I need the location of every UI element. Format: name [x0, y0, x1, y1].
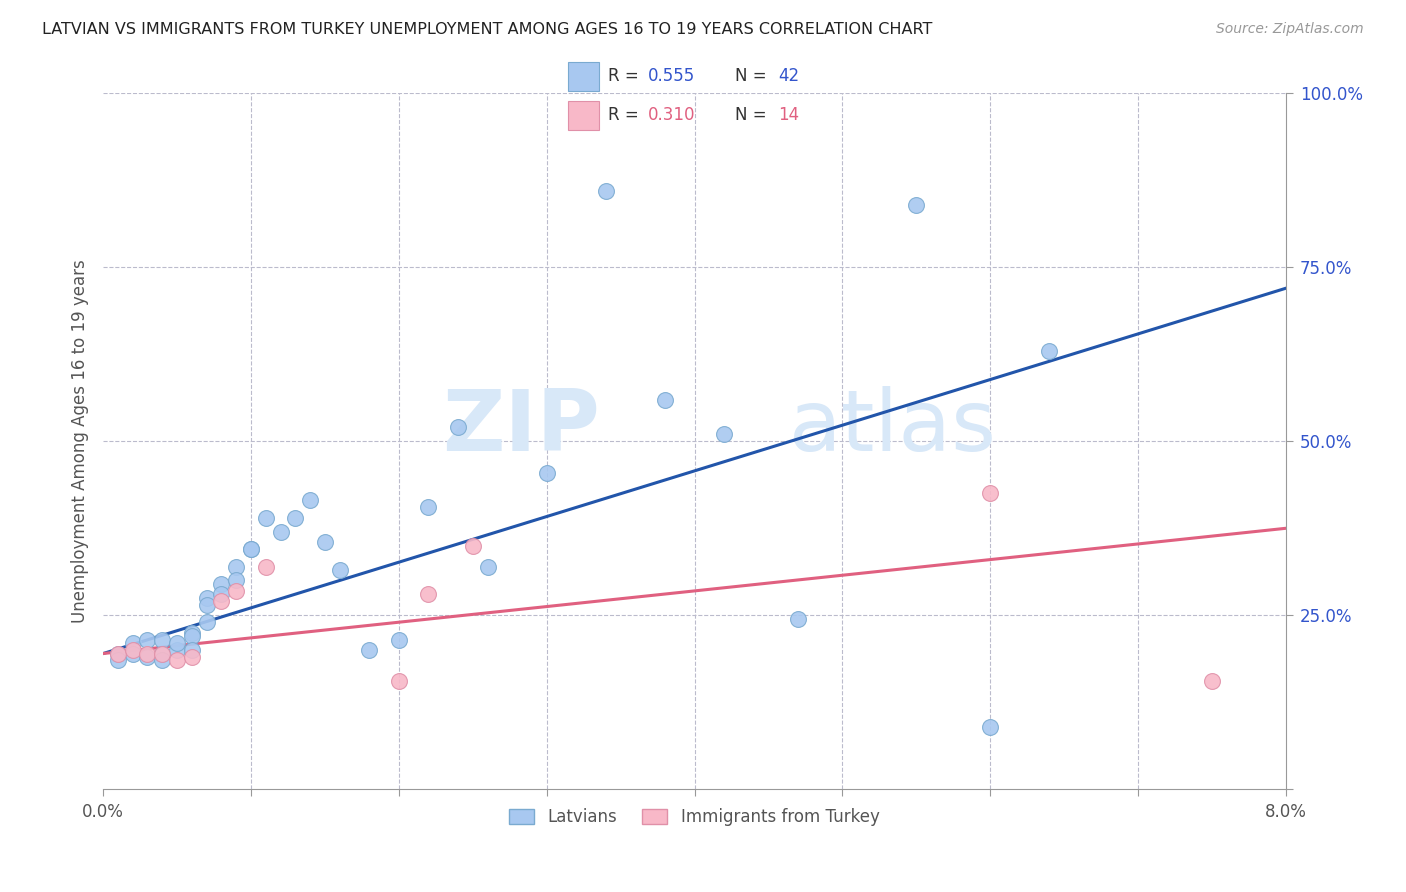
- Point: [107, 647, 129, 661]
- Point: [713, 427, 735, 442]
- Point: [180, 643, 202, 657]
- Legend: Latvians, Immigrants from Turkey: Latvians, Immigrants from Turkey: [503, 802, 886, 833]
- Y-axis label: Unemployment Among Ages 16 to 19 years: Unemployment Among Ages 16 to 19 years: [72, 260, 89, 624]
- Point: [418, 500, 440, 515]
- Point: [195, 615, 218, 630]
- Point: [180, 625, 202, 640]
- Text: N =: N =: [735, 68, 772, 86]
- Point: [979, 720, 1001, 734]
- Point: [136, 647, 159, 661]
- Point: [284, 511, 307, 525]
- Point: [359, 643, 381, 657]
- Point: [195, 591, 218, 605]
- Point: [418, 587, 440, 601]
- Text: Source: ZipAtlas.com: Source: ZipAtlas.com: [1216, 22, 1364, 37]
- Point: [136, 632, 159, 647]
- Point: [209, 594, 232, 608]
- Point: [654, 392, 676, 407]
- Point: [240, 542, 263, 557]
- Point: [150, 647, 173, 661]
- Point: [979, 486, 1001, 500]
- Text: 14: 14: [778, 106, 799, 124]
- Point: [107, 653, 129, 667]
- Text: R =: R =: [607, 68, 644, 86]
- Point: [299, 493, 322, 508]
- Text: atlas: atlas: [789, 386, 997, 469]
- Point: [225, 574, 247, 588]
- Point: [150, 653, 173, 667]
- Point: [388, 632, 411, 647]
- Text: ZIP: ZIP: [441, 386, 600, 469]
- Text: R =: R =: [607, 106, 644, 124]
- Point: [195, 598, 218, 612]
- Point: [121, 643, 143, 657]
- Point: [150, 647, 173, 661]
- Point: [254, 511, 277, 525]
- Point: [787, 612, 810, 626]
- Point: [905, 197, 928, 211]
- Point: [121, 636, 143, 650]
- Point: [329, 563, 352, 577]
- Point: [240, 542, 263, 557]
- Point: [180, 650, 202, 665]
- Point: [314, 535, 336, 549]
- Point: [477, 559, 499, 574]
- Point: [209, 587, 232, 601]
- Point: [225, 559, 247, 574]
- Point: [270, 524, 292, 539]
- Point: [536, 466, 558, 480]
- Text: LATVIAN VS IMMIGRANTS FROM TURKEY UNEMPLOYMENT AMONG AGES 16 TO 19 YEARS CORRELA: LATVIAN VS IMMIGRANTS FROM TURKEY UNEMPL…: [42, 22, 932, 37]
- Point: [225, 583, 247, 598]
- Point: [121, 647, 143, 661]
- Text: N =: N =: [735, 106, 772, 124]
- Point: [447, 420, 470, 434]
- Text: 0.310: 0.310: [648, 106, 696, 124]
- Text: 42: 42: [778, 68, 799, 86]
- Point: [1038, 343, 1060, 358]
- Point: [166, 653, 188, 667]
- Point: [150, 632, 173, 647]
- Point: [166, 643, 188, 657]
- Point: [595, 184, 617, 198]
- Point: [209, 577, 232, 591]
- Point: [254, 559, 277, 574]
- Point: [388, 674, 411, 689]
- FancyBboxPatch shape: [568, 101, 599, 130]
- Point: [166, 636, 188, 650]
- Point: [107, 647, 129, 661]
- Text: 0.555: 0.555: [648, 68, 696, 86]
- FancyBboxPatch shape: [568, 62, 599, 91]
- Point: [1201, 674, 1223, 689]
- Point: [461, 539, 484, 553]
- Point: [180, 629, 202, 643]
- Point: [136, 650, 159, 665]
